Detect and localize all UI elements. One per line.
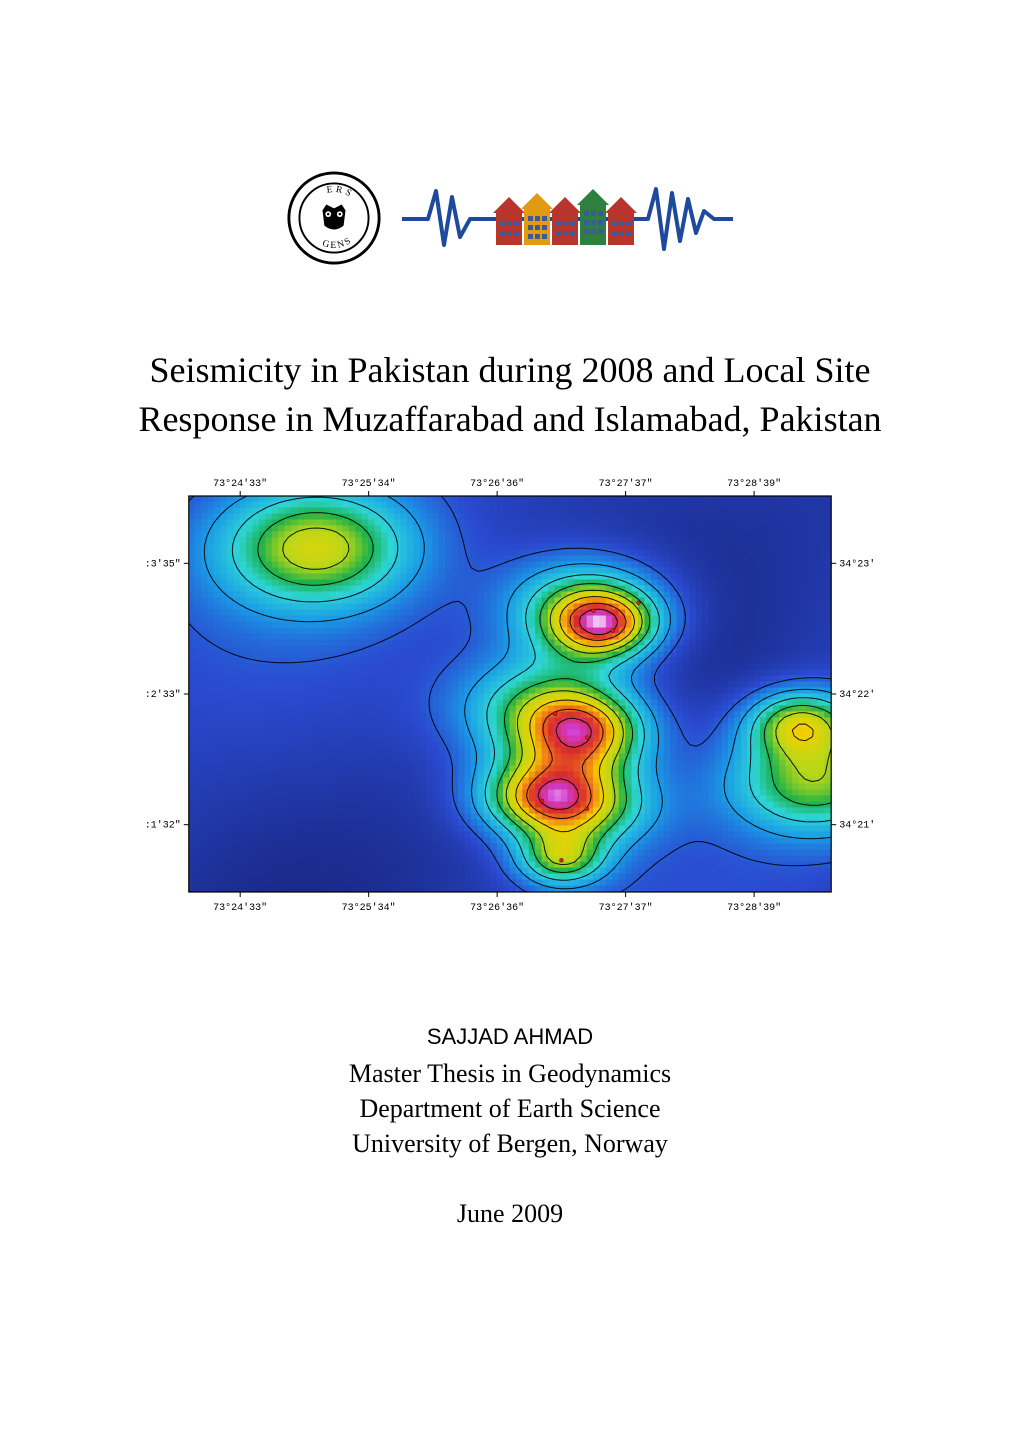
contour-map-figure: 73°24'33"73°24'33"73°25'34"73°25'34"73°2… xyxy=(145,469,875,919)
thesis-subline-2: Department of Earth Science xyxy=(120,1091,900,1126)
thesis-subline-1: Master Thesis in Geodynamics xyxy=(120,1056,900,1091)
page-title: Seismicity in Pakistan during 2008 and L… xyxy=(120,346,900,443)
houses-icon xyxy=(493,189,637,245)
seismogram-houses-logo xyxy=(400,179,735,257)
logo-row: ERS GENS xyxy=(120,170,900,266)
thesis-date: June 2009 xyxy=(120,1199,900,1229)
uib-seal-logo: ERS GENS xyxy=(286,170,382,266)
thesis-subline-3: University of Bergen, Norway xyxy=(120,1126,900,1161)
author-name: SAJJAD AHMAD xyxy=(120,1024,900,1050)
